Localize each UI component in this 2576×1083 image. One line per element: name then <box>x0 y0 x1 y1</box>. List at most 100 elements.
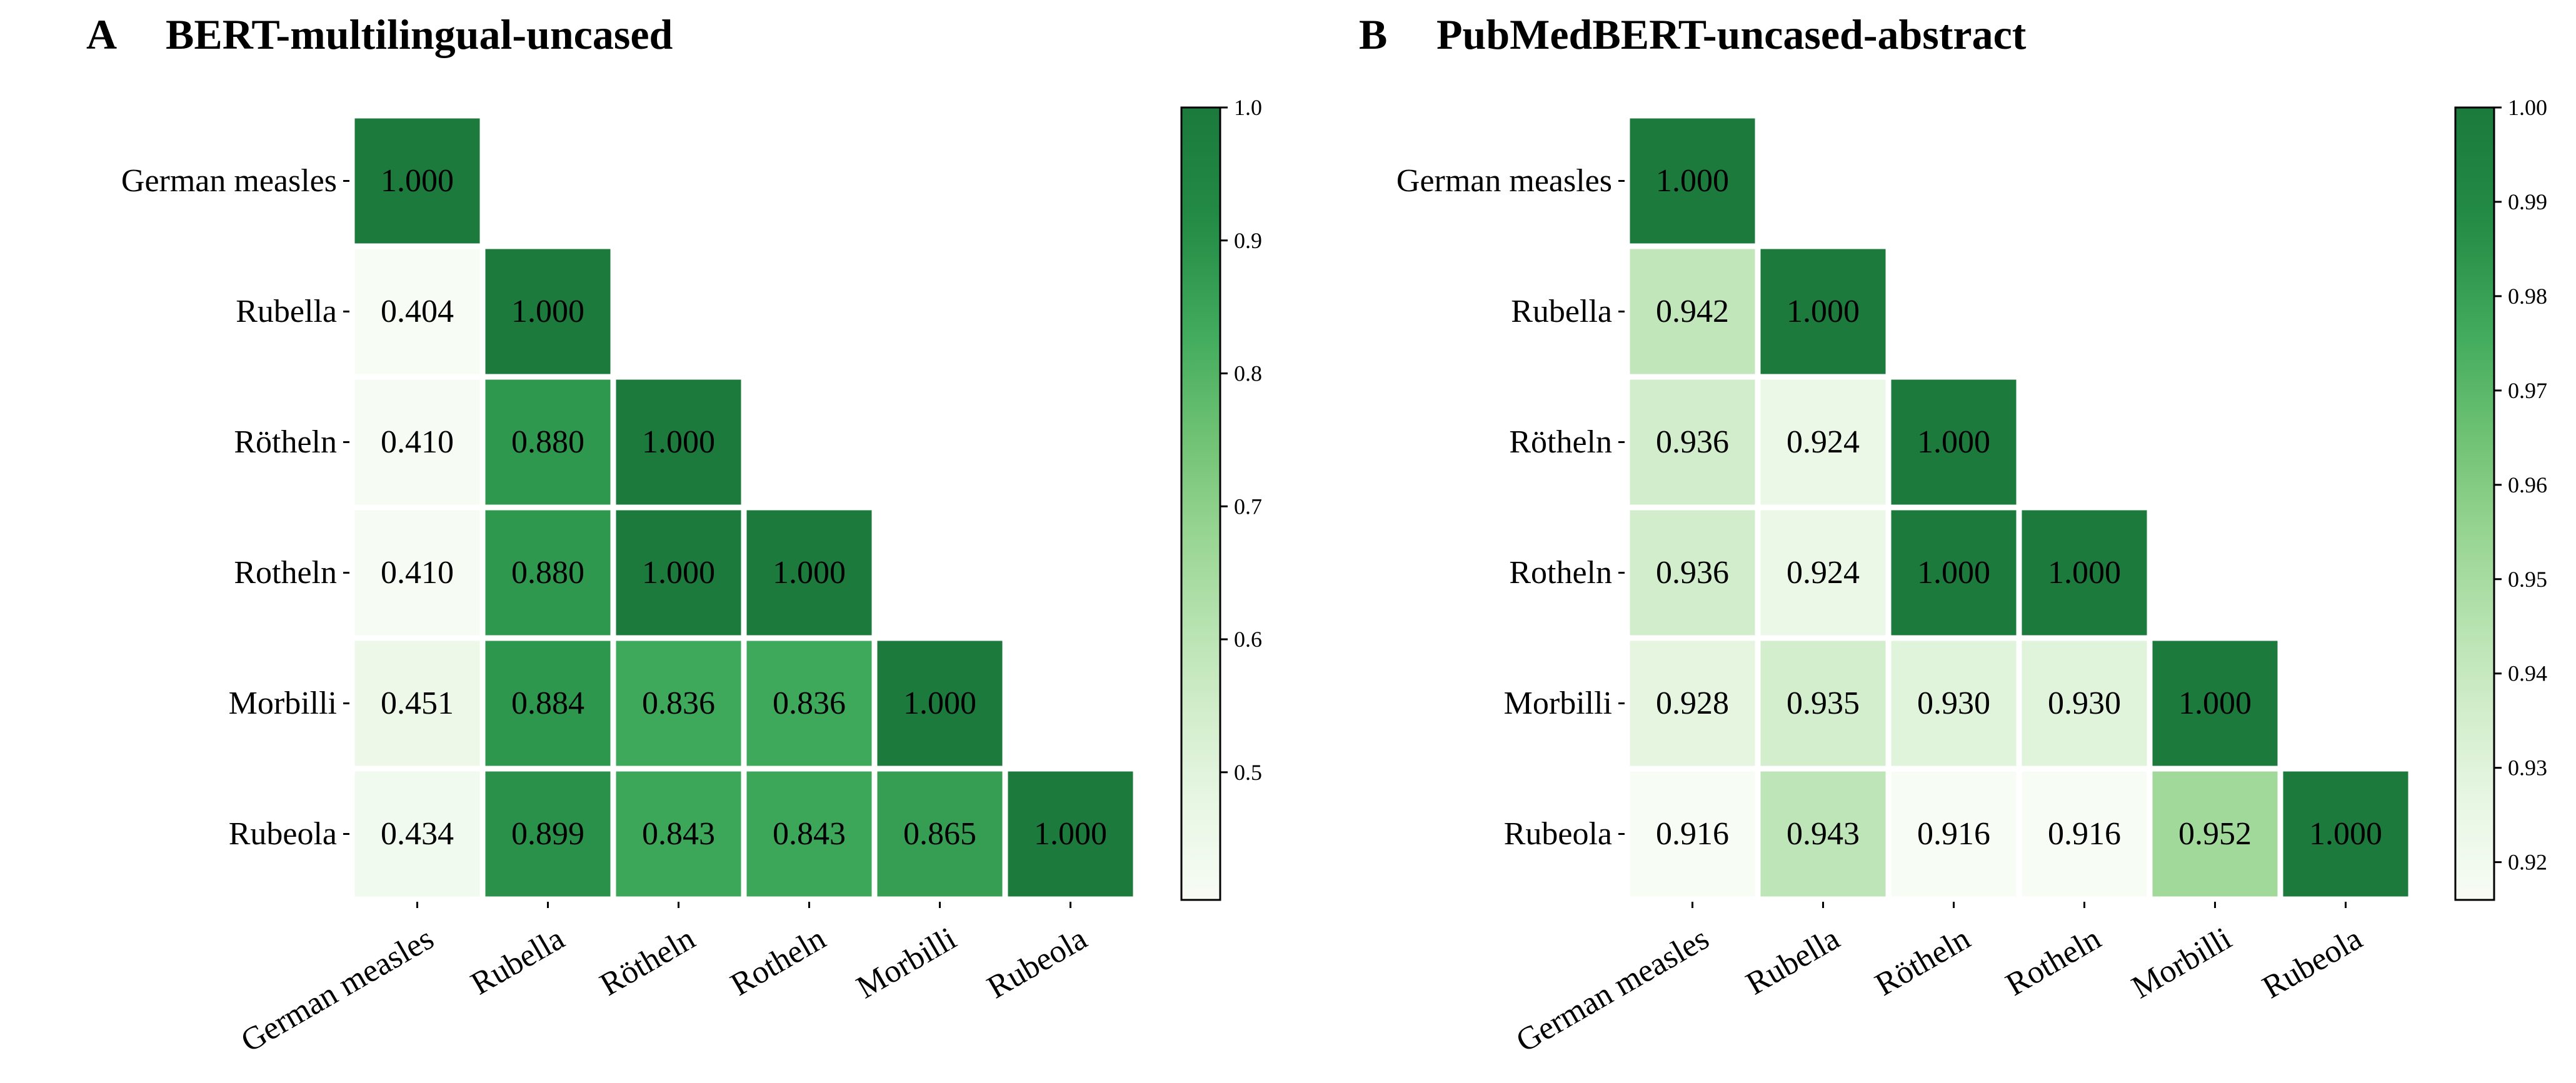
cell-value-label: 1.000 <box>381 163 454 199</box>
colorbar: 0.92 0.93 0.94 0.95 0.96 0.97 0.98 0.99 1.00 <box>2454 95 2547 901</box>
colorbar: 0.5 0.6 0.7 0.8 0.9 1.0 <box>1180 95 1262 901</box>
row-label: German measles <box>121 163 337 199</box>
cell-value-label: 0.899 <box>511 816 584 852</box>
cell-value-label: 0.843 <box>773 816 846 852</box>
column-label: Morbilli <box>851 921 963 1006</box>
heatmap-cell-4-0 <box>1630 641 1755 766</box>
heatmap-cell-1-0 <box>1630 249 1755 374</box>
colorbar-tick-label: 0.95 <box>2508 567 2547 592</box>
row-label: Morbilli <box>1504 686 1612 721</box>
heatmap-cell-3-3 <box>2022 510 2147 636</box>
heatmap-cell-2-0 <box>354 379 480 505</box>
cell-value-label: 0.916 <box>1656 816 1729 852</box>
cell-value-label: 1.000 <box>903 686 976 721</box>
heatmap-cell-5-0 <box>354 771 480 897</box>
column-label: Rubeola <box>2257 921 2368 1006</box>
cell-value-label: 0.836 <box>642 686 715 721</box>
cell-value-label: 0.865 <box>903 816 976 852</box>
cell-value-label: 0.410 <box>381 555 454 591</box>
row-label: Rubella <box>236 294 337 329</box>
heatmap-cell-4-3 <box>2022 641 2147 766</box>
row-label: Rubella <box>1511 294 1612 329</box>
colorbar-tick-label: 0.92 <box>2508 850 2547 875</box>
heatmap-cell-2-2 <box>616 379 741 505</box>
cell-value-label: 0.928 <box>1656 686 1729 721</box>
cell-value-label: 1.000 <box>2178 686 2252 721</box>
heatmap-cell-4-1 <box>485 641 611 766</box>
cell-value-label: 0.916 <box>2048 816 2121 852</box>
panel-b: B PubMedBERT-uncased-abstract 1.000 0.942… <box>1359 11 2547 1059</box>
cell-value-label: 0.410 <box>381 424 454 460</box>
panel-title: BERT-multilingual-uncased <box>166 11 673 58</box>
heatmap-cell-2-0 <box>1630 379 1755 505</box>
panel-title: PubMedBERT-uncased-abstract <box>1436 11 2027 58</box>
heatmap-cells: 1.000 0.404 1.000 0.410 0.880 1.000 0.410 0.880… <box>354 118 1133 897</box>
heatmap-cell-5-5 <box>2283 771 2408 897</box>
colorbar-tick-label: 0.93 <box>2508 756 2547 781</box>
heatmap-cell-3-1 <box>1760 510 1886 636</box>
row-label: Rötheln <box>234 424 337 460</box>
heatmap-cell-5-1 <box>1760 771 1886 897</box>
colorbar-tick-label: 0.97 <box>2508 378 2547 403</box>
cell-value-label: 1.000 <box>1656 163 1729 199</box>
colorbar-tick-label: 0.98 <box>2508 284 2547 309</box>
panel-letter: B <box>1359 11 1387 58</box>
cell-value-label: 0.843 <box>642 816 715 852</box>
colorbar-frame <box>2454 106 2495 901</box>
row-label: Rubeola <box>1504 816 1612 852</box>
colorbar-tick-label: 1.00 <box>2508 95 2547 120</box>
cell-value-label: 0.451 <box>381 686 454 721</box>
column-label: Rubella <box>1740 921 1846 1002</box>
column-labels: German measles Rubella Rötheln Rotheln Morbi… <box>1510 902 2368 1059</box>
row-label: Rötheln <box>1509 424 1612 460</box>
cell-value-label: 1.000 <box>2309 816 2382 852</box>
row-label: German measles <box>1396 163 1612 199</box>
cell-value-label: 0.942 <box>1656 294 1729 329</box>
cell-value-label: 0.880 <box>511 555 584 591</box>
row-labels: German measles Rubella Rötheln Rotheln Morbi… <box>1396 163 1625 852</box>
heatmap-cell-2-1 <box>1760 379 1886 505</box>
heatmap-cell-3-0 <box>354 510 480 636</box>
heatmap-cell-5-4 <box>2152 771 2278 897</box>
heatmap-cell-3-3 <box>746 510 872 636</box>
heatmap-cell-4-1 <box>1760 641 1886 766</box>
heatmap-cell-1-1 <box>1760 249 1886 374</box>
row-label: Morbilli <box>229 686 337 721</box>
heatmap-cell-5-3 <box>2022 771 2147 897</box>
cell-value-label: 1.000 <box>1917 424 1990 460</box>
column-label: Rubeola <box>981 921 1093 1006</box>
heatmap-cell-3-2 <box>1891 510 2017 636</box>
heatmap-cell-5-2 <box>1891 771 2017 897</box>
heatmap-cell-5-1 <box>485 771 611 897</box>
cell-value-label: 1.000 <box>1787 294 1860 329</box>
heatmap-cell-5-5 <box>1008 771 1133 897</box>
column-label: Rubella <box>465 921 571 1002</box>
cell-value-label: 0.924 <box>1787 424 1860 460</box>
cell-value-label: 0.952 <box>2178 816 2252 852</box>
row-labels: German measles Rubella Rötheln Rotheln Morbi… <box>121 163 349 852</box>
column-label: German measles <box>235 921 439 1059</box>
cell-value-label: 0.924 <box>1787 555 1860 591</box>
cell-value-label: 0.943 <box>1787 816 1860 852</box>
cell-value-label: 1.000 <box>511 294 584 329</box>
colorbar-tick-label: 0.6 <box>1234 627 1262 652</box>
cell-value-label: 1.000 <box>2048 555 2121 591</box>
cell-value-label: 1.000 <box>1917 555 1990 591</box>
heatmap-cell-4-3 <box>746 641 872 766</box>
heatmap-cell-4-2 <box>1891 641 2017 766</box>
heatmap-cell-4-2 <box>616 641 741 766</box>
row-label: Rotheln <box>1509 555 1612 591</box>
cell-value-label: 0.404 <box>381 294 454 329</box>
heatmap-cell-4-0 <box>354 641 480 766</box>
heatmap-cell-5-0 <box>1630 771 1755 897</box>
heatmap-cell-0-0 <box>354 118 480 244</box>
heatmap-cell-0-0 <box>1630 118 1755 244</box>
colorbar-tick-label: 0.9 <box>1234 228 1262 253</box>
heatmap-cell-1-1 <box>485 249 611 374</box>
column-label: Rotheln <box>2000 921 2107 1003</box>
cell-value-label: 0.936 <box>1656 424 1729 460</box>
cell-value-label: 0.836 <box>773 686 846 721</box>
colorbar-tick-label: 0.8 <box>1234 361 1262 386</box>
